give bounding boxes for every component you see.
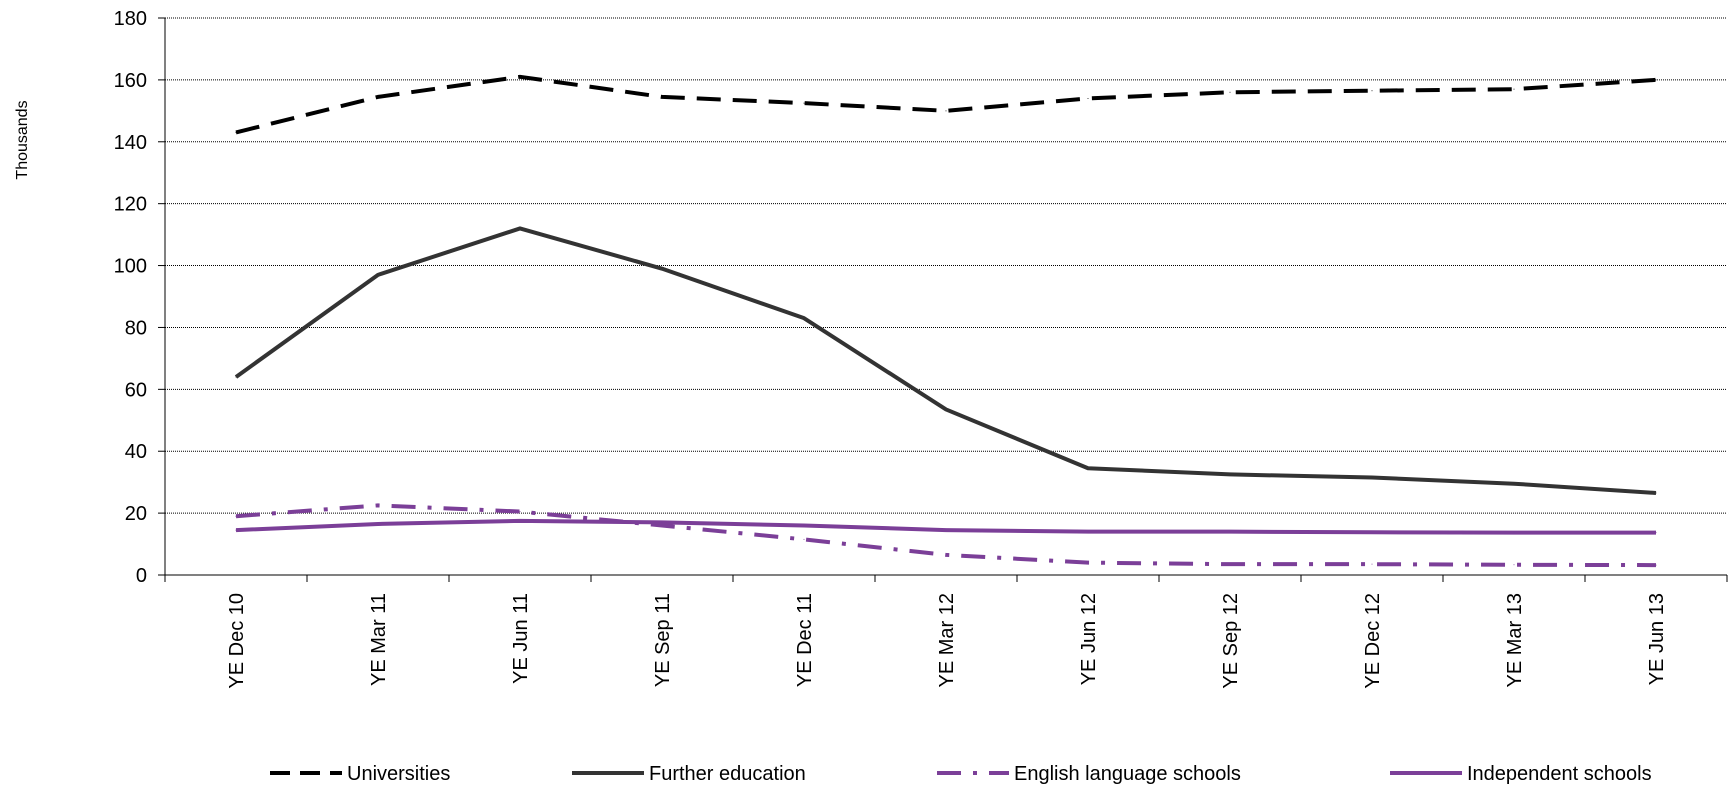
data-point: [519, 520, 521, 522]
x-tick-label: YE Jun 12: [1078, 593, 1100, 685]
x-tick-label: YE Dec 12: [1362, 593, 1384, 689]
data-point: [1513, 483, 1515, 485]
y-tick-label: 140: [114, 132, 147, 154]
data-point: [1229, 473, 1231, 475]
legend: Universities Further education English lan…: [270, 763, 1652, 785]
y-axis-title: Thousands: [14, 100, 31, 179]
y-tick-label: 120: [114, 194, 147, 216]
data-point: [1229, 563, 1231, 565]
y-tick-label: 80: [125, 317, 147, 339]
data-point: [1655, 564, 1657, 566]
data-point: [235, 529, 237, 531]
x-tick-label: YE Sep 11: [652, 593, 674, 687]
data-point: [377, 96, 379, 98]
data-point: [945, 110, 947, 112]
x-tick-label: YE Mar 13: [1504, 593, 1526, 687]
data-point: [1087, 97, 1089, 99]
x-tick-label: YE Jun 11: [510, 593, 532, 684]
x-tick-label: YE Mar 12: [936, 593, 958, 687]
data-point: [803, 102, 805, 104]
x-tick-label: YE Sep 12: [1220, 593, 1242, 689]
data-point: [803, 538, 805, 540]
data-point: [803, 317, 805, 319]
y-tick-label: 160: [114, 70, 147, 92]
data-point: [235, 515, 237, 517]
data-point: [1655, 532, 1657, 534]
data-point: [1229, 91, 1231, 93]
data-point: [1371, 90, 1373, 92]
data-point: [235, 131, 237, 133]
data-point: [661, 521, 663, 523]
y-tick-label: 40: [125, 441, 147, 463]
data-point: [661, 268, 663, 270]
x-tick-label: YE Jun 13: [1646, 593, 1668, 685]
data-point: [1371, 477, 1373, 479]
data-point: [1087, 562, 1089, 564]
data-point: [945, 554, 947, 556]
y-tick-label: 100: [114, 256, 147, 278]
y-tick-label: 60: [125, 379, 147, 401]
data-point: [377, 504, 379, 506]
data-point: [1371, 563, 1373, 565]
x-tick-label: YE Mar 11: [368, 593, 390, 686]
data-point: [945, 408, 947, 410]
series-line: [235, 518, 1656, 535]
legend-label: English language schools: [1014, 763, 1241, 785]
series-line: [234, 226, 1657, 495]
data-point: [377, 523, 379, 525]
gridlines: [165, 17, 1727, 514]
x-tick-label: YE Dec 10: [226, 593, 248, 689]
data-point: [1087, 467, 1089, 469]
series-line: [235, 503, 1657, 568]
data-point: [377, 274, 379, 276]
data-point: [1655, 79, 1657, 81]
data-point: [519, 511, 521, 513]
data-point: [661, 524, 663, 526]
series-line: [235, 74, 1657, 135]
y-tick-label: 180: [114, 8, 147, 30]
data-point: [1513, 88, 1515, 90]
data-point: [803, 524, 805, 526]
y-tick-label: 0: [136, 565, 147, 587]
x-axis-ticks: YE Dec 10 YE Mar 11 YE Jun 11 YE Sep 11 YE D…: [164, 575, 1728, 689]
series-lines: [234, 74, 1657, 568]
y-axis-ticks: 0 20 40 60 80 100 120 140 160 180: [114, 8, 165, 587]
data-point: [661, 96, 663, 98]
data-point: [1513, 564, 1515, 566]
legend-label: Further education: [649, 763, 806, 785]
data-point: [1655, 492, 1657, 494]
legend-label: Independent schools: [1467, 763, 1652, 785]
data-point: [519, 76, 521, 78]
y-tick-label: 20: [125, 503, 147, 525]
axes: [164, 18, 1727, 576]
x-tick-label: YE Dec 11: [794, 593, 816, 687]
data-point: [1087, 531, 1089, 533]
legend-label: Universities: [347, 763, 450, 785]
data-point: [1229, 531, 1231, 533]
data-point: [235, 376, 237, 378]
data-point: [519, 227, 521, 229]
data-point: [945, 529, 947, 531]
data-point: [1371, 531, 1373, 533]
data-point: [1513, 532, 1515, 534]
